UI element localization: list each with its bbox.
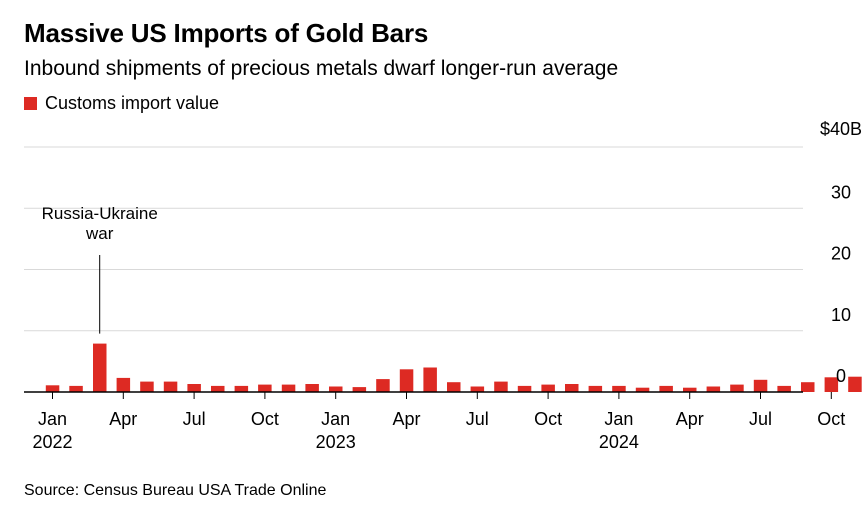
x-tick-label: Jul: [183, 409, 206, 429]
x-tick-label: Oct: [534, 409, 562, 429]
bar: [824, 377, 839, 392]
x-tick-label: Jul: [466, 409, 489, 429]
bar: [93, 343, 107, 392]
bar: [565, 384, 579, 392]
bar: [329, 386, 343, 392]
bar: [140, 381, 154, 392]
bar: [753, 379, 768, 393]
bar: [517, 385, 532, 392]
bar: [494, 381, 508, 392]
bar: [211, 385, 225, 392]
bar: [69, 385, 83, 392]
gridlines: [24, 146, 803, 332]
legend-label: Customs import value: [45, 92, 220, 113]
x-tick-label: Apr: [109, 409, 137, 429]
bar: [612, 385, 626, 392]
y-tick-label: 30: [831, 182, 851, 202]
bar: [305, 384, 319, 392]
bar: [635, 387, 650, 392]
bar: [423, 367, 437, 392]
y-tick-label: 0: [836, 366, 846, 386]
x-tick-year-label: 2024: [599, 432, 639, 452]
bar: [258, 384, 272, 392]
x-tick-label: Jan: [38, 409, 67, 429]
bar: [801, 382, 815, 392]
x-tick-label: Oct: [817, 409, 845, 429]
bar-chart: 0 10 20 30 $40B Jan 2022 Apr Jul Oct Jan 2023 Apr Jul…: [24, 119, 862, 452]
bar: [730, 384, 744, 392]
bar: [848, 376, 862, 392]
bar: [470, 386, 485, 392]
x-tick-label: Oct: [251, 409, 279, 429]
annotation-label-line: Russia-Ukraine: [42, 204, 158, 223]
x-tick-label: Apr: [392, 409, 420, 429]
x-tick-label: Jul: [749, 409, 772, 429]
bar: [777, 385, 791, 392]
x-tick-year-label: 2023: [316, 432, 356, 452]
chart-title: Massive US Imports of Gold Bars: [24, 18, 429, 48]
annotation-label-line: war: [85, 224, 114, 243]
bar: [683, 387, 697, 392]
bar: [588, 385, 603, 392]
x-tick-label: Jan: [604, 409, 633, 429]
bar: [281, 384, 296, 392]
y-tick-label: 20: [831, 244, 851, 264]
bar: [541, 384, 555, 392]
bar: [706, 386, 721, 392]
bar: [45, 385, 60, 392]
annotation-label: Russia-Ukraine war: [42, 204, 158, 243]
y-tick-label: 10: [831, 305, 851, 325]
bar: [447, 382, 461, 392]
y-tick-label: $40B: [820, 119, 862, 139]
axes: 0 10 20 30 $40B Jan 2022 Apr Jul Oct Jan 2023 Apr Jul…: [24, 119, 862, 452]
bar: [376, 379, 390, 392]
annotations: Russia-Ukraine war: [42, 204, 158, 334]
bar: [399, 369, 414, 392]
bars: [45, 343, 862, 393]
bar: [187, 384, 201, 392]
x-tick-year-label: 2022: [32, 432, 72, 452]
legend-swatch: [24, 96, 37, 110]
source-note: Source: Census Bureau USA Trade Online: [24, 482, 327, 499]
legend: Customs import value: [24, 92, 219, 114]
bar: [659, 385, 673, 392]
x-tick-label: Apr: [676, 409, 704, 429]
x-tick-label: Jan: [321, 409, 350, 429]
bar: [352, 387, 367, 392]
chart-subtitle: Inbound shipments of precious metals dwa…: [24, 57, 619, 80]
bar: [234, 385, 249, 392]
bar: [116, 377, 131, 392]
bar: [163, 381, 178, 392]
